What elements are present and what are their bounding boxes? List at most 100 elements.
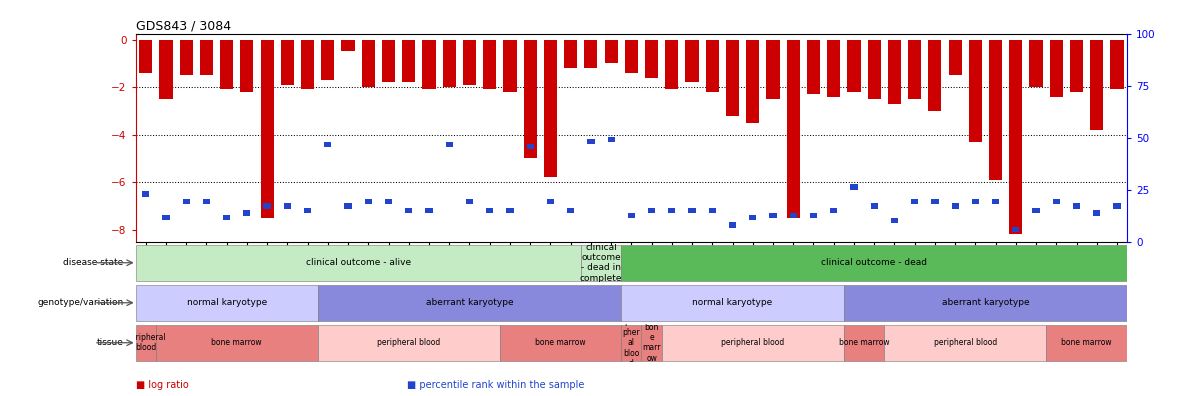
Bar bbox=[706, 40, 719, 92]
Bar bbox=[729, 222, 736, 228]
Bar bbox=[625, 40, 638, 73]
Text: aberrant karyotype: aberrant karyotype bbox=[426, 298, 513, 307]
Bar bbox=[406, 208, 413, 213]
Bar bbox=[621, 285, 844, 321]
Bar bbox=[884, 325, 1046, 361]
Bar bbox=[163, 215, 170, 221]
Bar bbox=[605, 40, 618, 63]
Text: peripheral blood: peripheral blood bbox=[377, 338, 441, 347]
Text: clinical
outcome
- dead in
complete: clinical outcome - dead in complete bbox=[580, 243, 623, 283]
Bar bbox=[1053, 198, 1060, 204]
Bar bbox=[136, 245, 581, 281]
Bar bbox=[828, 40, 841, 97]
Text: ■ percentile rank within the sample: ■ percentile rank within the sample bbox=[407, 380, 584, 390]
Bar bbox=[243, 210, 250, 216]
Bar bbox=[992, 198, 1000, 204]
Bar bbox=[342, 40, 355, 51]
Text: bon
e
marr
ow: bon e marr ow bbox=[643, 323, 661, 363]
Bar bbox=[726, 40, 739, 116]
Bar bbox=[810, 213, 817, 218]
Text: peripheral blood: peripheral blood bbox=[722, 338, 784, 347]
Bar bbox=[500, 325, 621, 361]
Bar bbox=[1046, 325, 1127, 361]
Text: clinical outcome - alive: clinical outcome - alive bbox=[305, 258, 410, 267]
Bar bbox=[183, 198, 190, 204]
Bar bbox=[850, 184, 857, 190]
Text: normal karyotype: normal karyotype bbox=[692, 298, 772, 307]
Bar bbox=[344, 203, 351, 209]
Bar bbox=[969, 40, 982, 142]
Bar bbox=[645, 40, 658, 78]
Bar bbox=[382, 40, 395, 82]
Bar bbox=[284, 203, 291, 209]
Bar bbox=[870, 203, 878, 209]
Bar bbox=[139, 40, 152, 73]
Bar bbox=[426, 208, 433, 213]
Bar bbox=[143, 191, 150, 197]
Bar bbox=[766, 40, 779, 99]
Text: ■ log ratio: ■ log ratio bbox=[136, 380, 189, 390]
Bar bbox=[665, 40, 678, 89]
Bar bbox=[908, 40, 921, 99]
Bar bbox=[891, 217, 898, 223]
Bar bbox=[951, 203, 959, 209]
Text: peripheral
blood: peripheral blood bbox=[126, 333, 165, 352]
Bar bbox=[324, 141, 331, 147]
Bar bbox=[486, 208, 493, 213]
Bar bbox=[503, 40, 516, 92]
Bar bbox=[668, 208, 676, 213]
Bar bbox=[709, 208, 716, 213]
Bar bbox=[466, 198, 473, 204]
Bar bbox=[463, 40, 476, 85]
Bar bbox=[223, 215, 230, 221]
Bar bbox=[199, 40, 213, 75]
Bar bbox=[1071, 40, 1084, 92]
Text: bone marrow: bone marrow bbox=[535, 338, 586, 347]
Bar bbox=[585, 40, 598, 68]
Bar bbox=[786, 40, 799, 218]
Bar bbox=[749, 215, 757, 221]
Bar bbox=[830, 208, 837, 213]
Bar bbox=[241, 40, 253, 92]
Bar bbox=[567, 208, 574, 213]
Bar bbox=[156, 325, 317, 361]
Bar bbox=[868, 40, 881, 99]
Bar bbox=[364, 198, 371, 204]
Bar bbox=[179, 40, 192, 75]
Text: GDS843 / 3084: GDS843 / 3084 bbox=[136, 19, 231, 32]
Bar bbox=[621, 245, 1127, 281]
Text: normal karyotype: normal karyotype bbox=[186, 298, 266, 307]
Text: bone marrow: bone marrow bbox=[211, 338, 262, 347]
Bar bbox=[581, 245, 621, 281]
Bar bbox=[547, 198, 554, 204]
Bar bbox=[203, 198, 210, 204]
Bar bbox=[685, 40, 699, 82]
Bar bbox=[844, 285, 1127, 321]
Bar bbox=[928, 40, 942, 111]
Text: clinical outcome - dead: clinical outcome - dead bbox=[822, 258, 927, 267]
Bar bbox=[446, 141, 453, 147]
Bar bbox=[220, 40, 233, 89]
Bar bbox=[1093, 210, 1100, 216]
Bar bbox=[304, 208, 311, 213]
Bar bbox=[564, 40, 578, 68]
Bar bbox=[911, 198, 918, 204]
Bar bbox=[1009, 40, 1022, 234]
Bar bbox=[621, 325, 641, 361]
Bar bbox=[321, 40, 335, 80]
Bar bbox=[1111, 40, 1124, 89]
Text: tissue: tissue bbox=[97, 338, 124, 347]
Bar bbox=[281, 40, 294, 85]
Bar bbox=[402, 40, 415, 82]
Bar bbox=[844, 325, 884, 361]
Bar bbox=[527, 144, 534, 149]
Bar bbox=[384, 198, 393, 204]
Text: peripheral blood: peripheral blood bbox=[934, 338, 997, 347]
Bar bbox=[790, 213, 797, 218]
Bar bbox=[989, 40, 1002, 180]
Bar bbox=[689, 208, 696, 213]
Bar bbox=[263, 203, 271, 209]
Bar bbox=[1091, 40, 1104, 130]
Bar bbox=[648, 208, 656, 213]
Bar bbox=[261, 40, 274, 218]
